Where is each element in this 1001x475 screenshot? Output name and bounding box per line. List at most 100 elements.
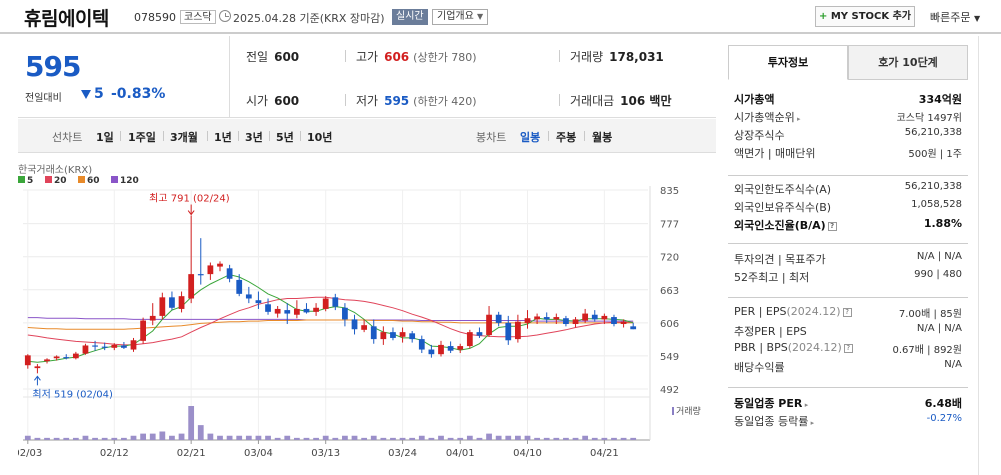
volume-bar [630, 437, 637, 440]
chevron-right-icon[interactable]: ▸ [794, 115, 801, 123]
help-icon[interactable]: ? [843, 344, 853, 353]
volume-bar [524, 435, 531, 440]
tab-1week[interactable]: 1주일 [128, 131, 156, 144]
x-tick-label: 03/24 [388, 448, 417, 459]
tab-monthly[interactable]: 월봉 [592, 131, 613, 144]
tab-1year[interactable]: 1년 [214, 131, 232, 144]
volume-bar [236, 435, 243, 440]
upper-limit: (상한가 780) [413, 51, 477, 64]
volume-bar [284, 435, 291, 440]
tab-1day[interactable]: 1일 [96, 131, 114, 144]
candle-body [169, 297, 175, 308]
info-value: 6.48배 [924, 397, 962, 410]
tab-3month[interactable]: 3개월 [170, 131, 198, 144]
volume-label: 거래량 [676, 405, 701, 417]
low-label: 저가 [356, 94, 379, 108]
high-annotation: 최고 791 (02/24) [149, 193, 230, 205]
volume-bar [188, 406, 195, 440]
chart-source-label: 한국거래소(KRX) [18, 164, 92, 176]
volume-bar [255, 435, 262, 440]
info-row: 외국인보유주식수(B) 1,058,528 [734, 199, 962, 215]
y-tick-label: 606 [660, 319, 679, 330]
chevron-right-icon[interactable]: ▸ [802, 401, 809, 409]
candle-body [543, 317, 550, 320]
volume-bar [428, 437, 435, 440]
tab-line-chart[interactable]: 선차트 [52, 131, 83, 144]
volume-bar [332, 437, 339, 440]
change-percent: -0.83% [111, 86, 166, 102]
candle-body [44, 359, 50, 362]
tab-3year[interactable]: 3년 [245, 131, 263, 144]
mystock-label: MY STOCK 추가 [830, 11, 912, 22]
divider [728, 243, 968, 244]
info-key: 배당수익률 [734, 359, 785, 375]
volume-bar [495, 435, 502, 440]
info-key: 투자의견 | 목표주가 [734, 251, 826, 267]
info-key: 동일업종 등락률 ▸ [734, 413, 814, 429]
x-tick-label: 04/21 [590, 448, 619, 459]
volume-bar [72, 437, 79, 440]
y-tick-label: 720 [660, 253, 679, 264]
candlestick-chart[interactable]: 한국거래소(KRX)5 20 60 120 835 777 720 663 606 549 492 거… [18, 156, 716, 475]
candle-body [563, 318, 569, 325]
quick-order-button[interactable]: 빠른주문 ▼ [930, 9, 980, 25]
candle-body [524, 318, 531, 323]
candle-body [351, 319, 358, 330]
divider [728, 387, 968, 388]
tab-candle-chart[interactable]: 봉차트 [476, 131, 507, 144]
tab-investment-info[interactable]: 투자정보 [728, 45, 848, 80]
volume-bar [293, 437, 300, 440]
volume-bar [351, 435, 358, 440]
candle-body [611, 317, 617, 325]
current-price: 595 [25, 50, 81, 83]
arrow-down-icon [187, 210, 195, 216]
legend-label: 5 [27, 176, 33, 186]
tab-orderbook-10[interactable]: 호가 10단계 [848, 45, 968, 80]
corp-info-button[interactable]: 기업개요 ▼ [432, 9, 489, 25]
candle-body [534, 316, 540, 320]
volume-bar [380, 437, 387, 440]
volume-bar [245, 435, 252, 440]
add-mystock-button[interactable]: + MY STOCK 추가 [815, 6, 915, 27]
y-tick-label: 777 [660, 220, 679, 231]
candle-body [217, 263, 223, 267]
y-tick-label: 549 [660, 352, 679, 363]
help-icon[interactable]: ? [827, 222, 837, 231]
volume-bar [370, 435, 377, 440]
x-tick-label: 04/01 [446, 448, 475, 459]
chevron-right-icon[interactable]: ▸ [808, 419, 815, 427]
ma5-line [27, 274, 634, 363]
info-value: 1.88% [923, 217, 962, 230]
legend-swatch [111, 176, 118, 183]
tab-5year[interactable]: 5년 [276, 131, 294, 144]
quick-order-label: 빠른주문 [930, 11, 971, 24]
info-value: N/A | N/A [916, 251, 962, 262]
candle-body [207, 265, 214, 275]
info-key-text: 시가총액 [734, 93, 775, 106]
info-row: 액면가 | 매매단위 500원 | 1주 [734, 145, 962, 161]
info-row: 시가총액 334억원 [734, 91, 962, 107]
tab-10year[interactable]: 10년 [307, 131, 333, 144]
info-key: 추정PER | EPS [734, 323, 807, 339]
ma60-line [27, 319, 634, 330]
stock-chart[interactable]: 한국거래소(KRX) 5 20 60 120 835 777 720 663 606 549 492 거… [18, 156, 716, 475]
divider [345, 50, 346, 62]
info-row: 투자의견 | 목표주가 N/A | N/A [734, 251, 962, 267]
volume-bar [313, 437, 319, 440]
tab-daily[interactable]: 일봉 [520, 131, 541, 144]
candle-body [438, 344, 444, 355]
candle-body [245, 294, 252, 299]
volume-bar [217, 435, 223, 440]
candle-body [236, 279, 243, 294]
tab-weekly[interactable]: 주봉 [556, 131, 577, 144]
realtime-button[interactable]: 실시간 [392, 9, 428, 25]
candle-body [92, 345, 98, 347]
help-icon[interactable]: ? [842, 308, 852, 317]
x-tick-label: 02/21 [177, 448, 206, 459]
divider [548, 131, 549, 141]
info-key: 외국인소진율(B/A)? [734, 217, 837, 233]
info-value: 500원 | 1주 [908, 149, 962, 160]
divider [120, 131, 121, 141]
volume-bar [457, 437, 464, 440]
volume-legend-swatch [672, 407, 674, 415]
